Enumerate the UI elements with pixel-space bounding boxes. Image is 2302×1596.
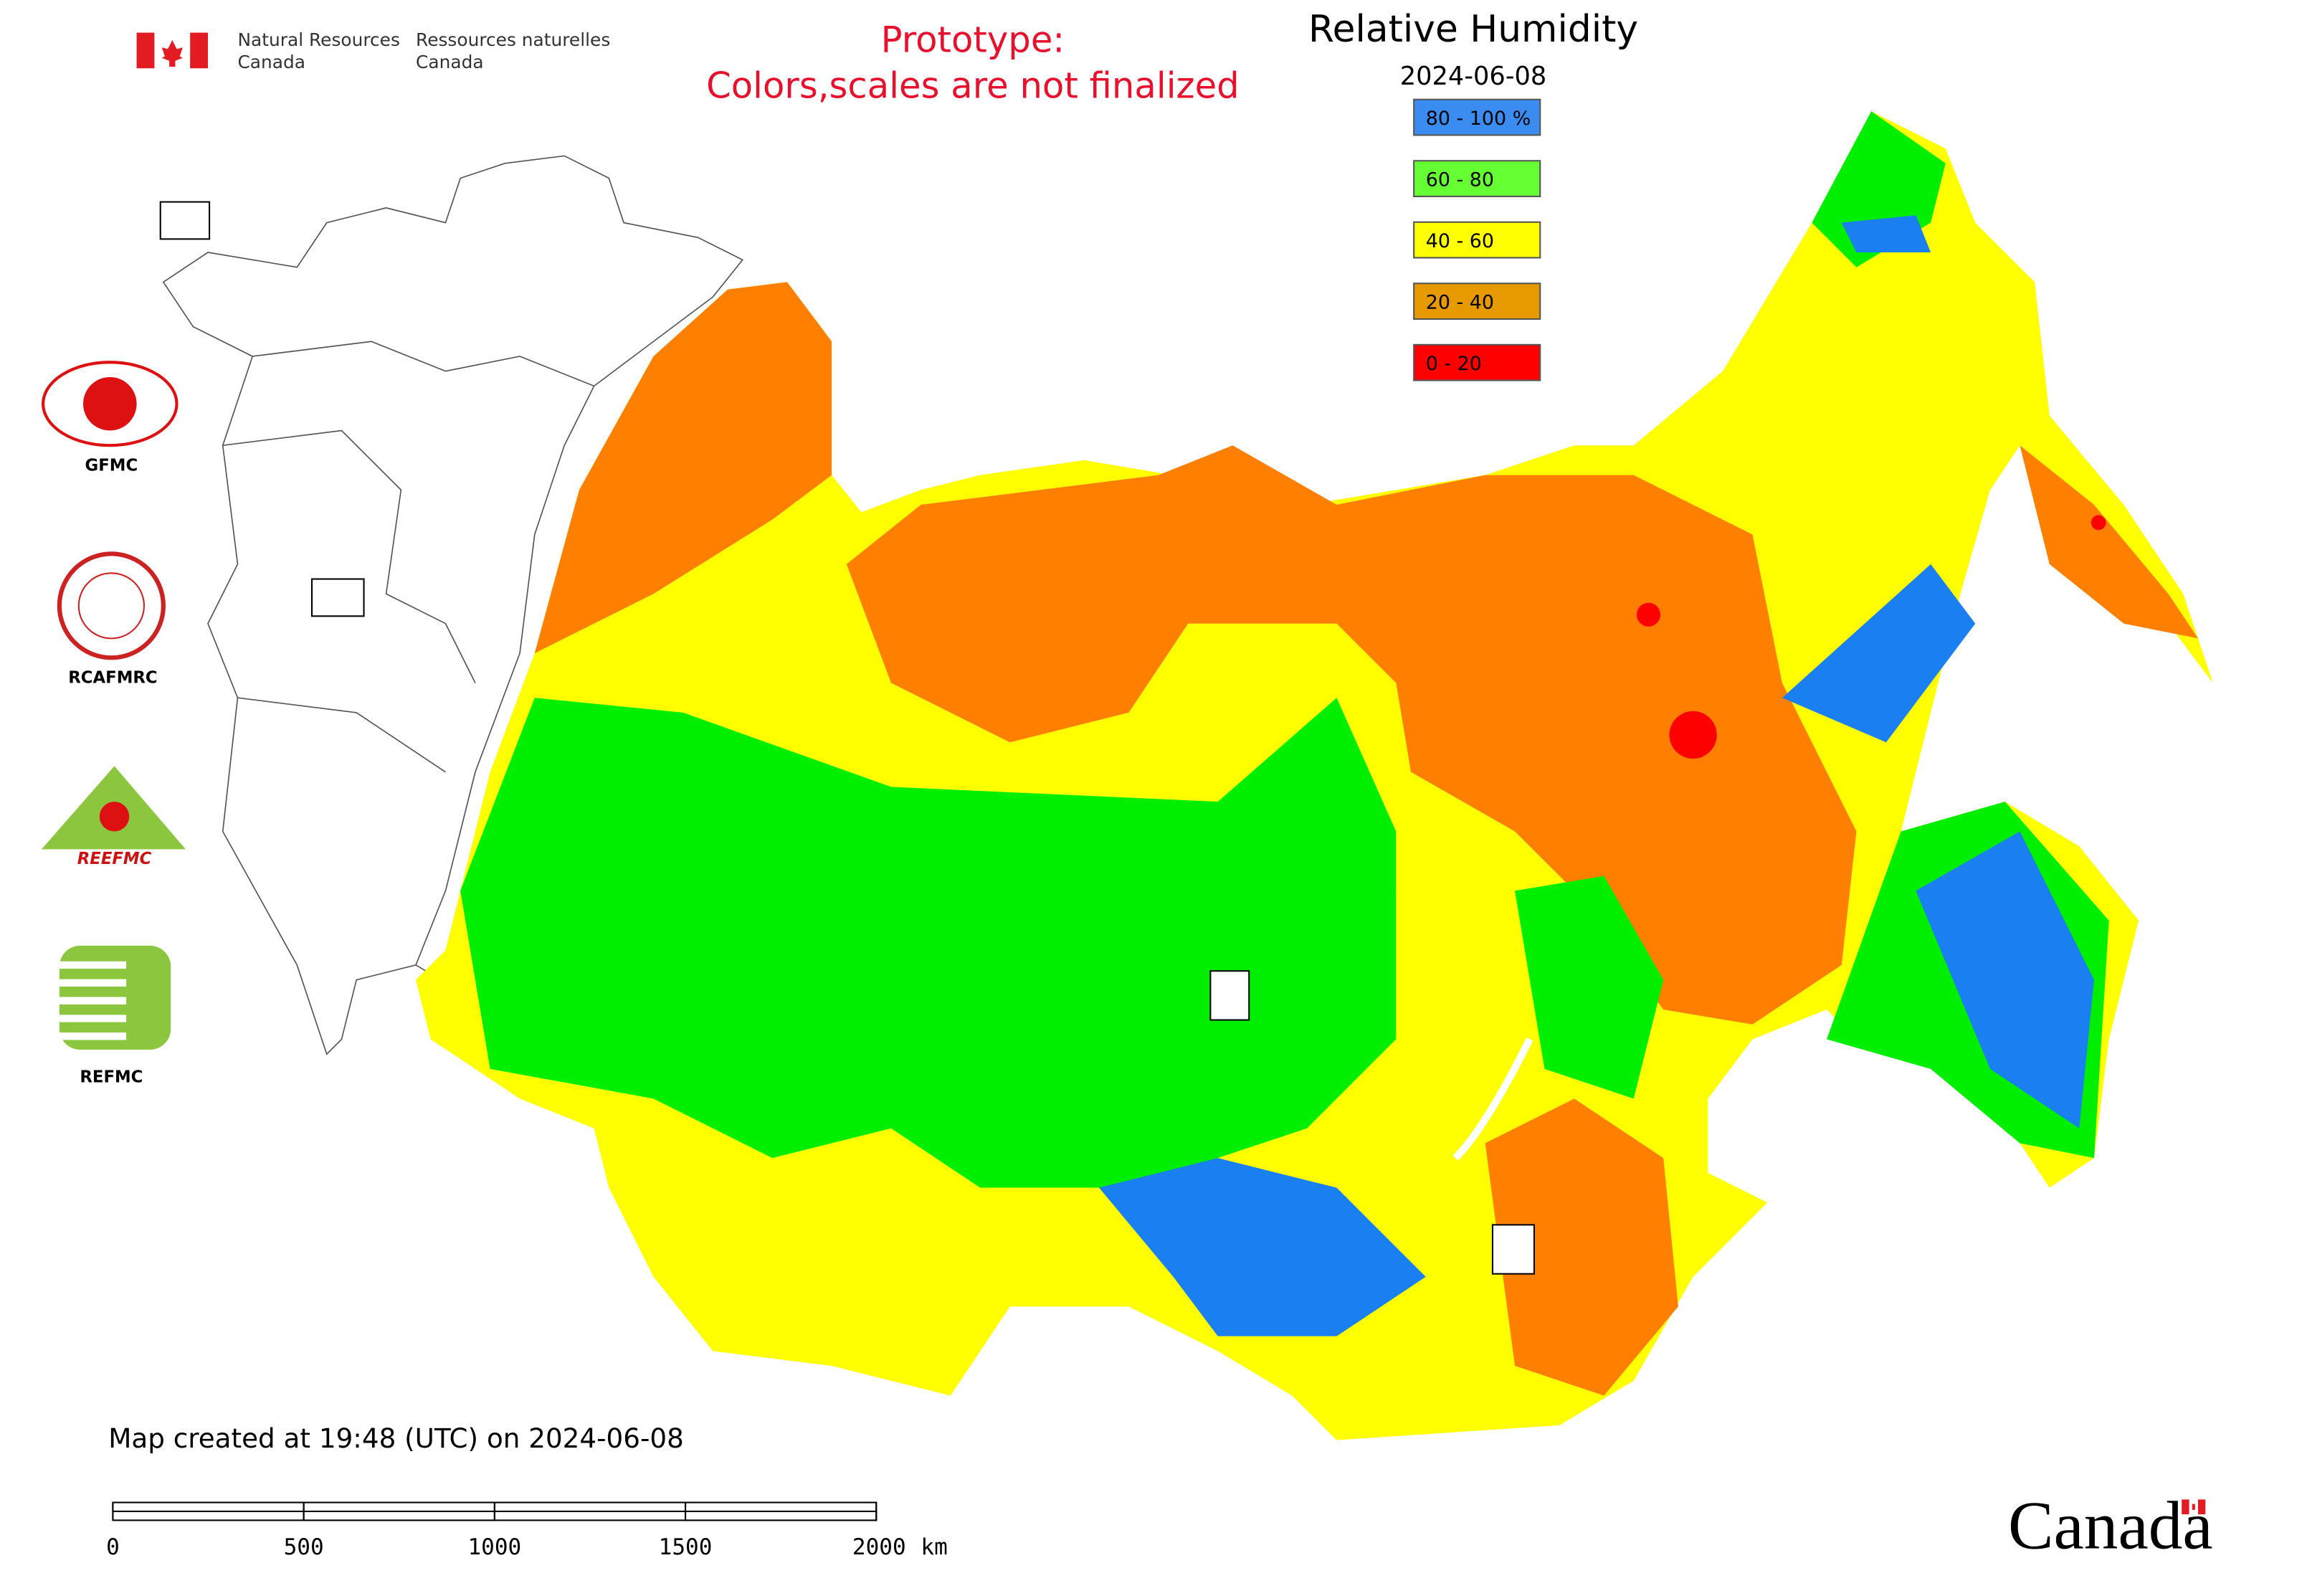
scale-segment [112, 1501, 305, 1513]
map-date: 2024-06-08 [1400, 62, 1547, 91]
agency-fr: Canada [416, 52, 484, 72]
logo-gfmc [42, 361, 179, 447]
scale-segment [303, 1510, 495, 1521]
logo-label: RCAFMRC [68, 669, 157, 688]
agency-en: Natural Resources [237, 29, 399, 50]
marker-refmc [1209, 970, 1250, 1021]
logo-reefmc [42, 766, 186, 850]
humidity-map [416, 111, 2213, 1440]
notice: Colors,scales are not finalized [706, 65, 1240, 107]
legend-label: 0 - 20 [1426, 353, 1482, 375]
flag [136, 32, 209, 69]
map-title: Relative Humidity [1308, 8, 1638, 51]
agency-en: Canada [237, 52, 305, 72]
marker-reefmc [311, 578, 365, 617]
legend-label: 80 - 100 % [1426, 108, 1531, 130]
scale-segment [493, 1501, 687, 1513]
logo-refmc [59, 946, 171, 1050]
legend-swatch [1413, 98, 1541, 136]
legend-swatch [1413, 221, 1541, 259]
scale-unit: km [921, 1534, 947, 1560]
scale-label: 2000 [852, 1534, 906, 1560]
scale-segment [685, 1510, 877, 1521]
scale-label: 1500 [659, 1534, 713, 1560]
legend-label: 60 - 80 [1426, 168, 1494, 191]
logo-rcafmrc [57, 551, 166, 660]
notice: Prototype: [881, 19, 1065, 60]
logo-label: REFMC [80, 1068, 143, 1087]
country-outlines [162, 155, 744, 1129]
marker-rcafmrc [1491, 1224, 1536, 1275]
created-note: Map created at 19:48 (UTC) on 2024-06-08 [108, 1422, 684, 1454]
legend-swatch [1413, 343, 1541, 381]
scale-label: 1000 [467, 1534, 521, 1560]
agency-fr: Ressources naturelles [416, 29, 610, 50]
logo-label: GFMC [85, 456, 138, 475]
legend-swatch [1413, 160, 1541, 197]
marker-gfmc [159, 201, 211, 240]
canada-wordmark: Canada [2008, 1488, 2213, 1564]
legend-label: 40 - 60 [1426, 230, 1494, 252]
wordmark-flag [2182, 1499, 2206, 1515]
logo-label: REEFMC [77, 850, 152, 868]
legend-label: 20 - 40 [1426, 292, 1494, 314]
legend-swatch [1413, 282, 1541, 320]
scale-label: 0 [106, 1534, 120, 1560]
scale-label: 500 [284, 1534, 324, 1560]
